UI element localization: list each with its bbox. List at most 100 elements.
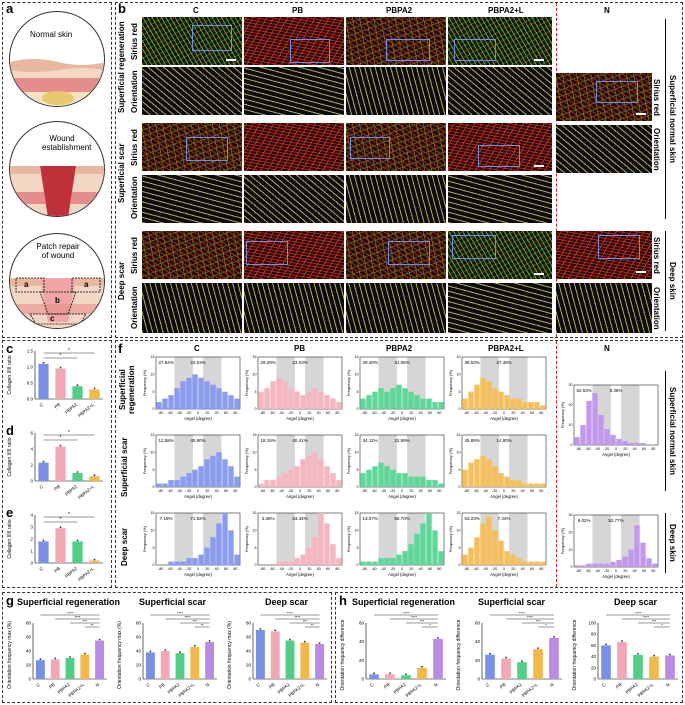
tick-label: 0 xyxy=(30,479,33,484)
category-label: PBPA2 xyxy=(64,566,78,579)
bar xyxy=(300,642,310,679)
point xyxy=(76,539,79,542)
bracket xyxy=(665,371,666,491)
bar-chart-e: Collagen I/III ratio 0 1 2 3 4 C PB PBPA2PBPA2+L… xyxy=(7,512,103,582)
histogram: Frequency (%) 0 5 10 15 -80 -60 -40 -20 0 20 40 60 80… xyxy=(346,355,445,421)
category-label: PB xyxy=(53,566,61,574)
tick-label: -40 xyxy=(279,489,284,493)
tick-label: -20 xyxy=(604,569,609,573)
tick-label: 10 xyxy=(355,373,359,377)
tick-label: 0 xyxy=(503,489,505,493)
col-header-n: N xyxy=(604,6,610,15)
bar xyxy=(474,459,480,487)
tick-label: 0 xyxy=(571,443,573,447)
tick-label: 80 xyxy=(437,489,441,493)
point xyxy=(42,460,45,463)
tick-label: 0 xyxy=(197,567,199,571)
bar xyxy=(598,563,604,567)
tick-label: 5 xyxy=(255,546,257,550)
bar xyxy=(372,561,378,565)
significance: **** xyxy=(294,616,300,620)
panel-h: h Superficial regeneration Superficial s… xyxy=(335,592,683,703)
significance: **** xyxy=(643,616,649,620)
tick-label: 0 xyxy=(401,489,403,493)
bar xyxy=(604,429,610,445)
bar xyxy=(160,651,170,679)
y-axis-label: Orientation frequency max (%) xyxy=(117,621,123,689)
panel-b: b C PB PBPA2 PBPA2+L N Superficial regen… xyxy=(115,1,683,338)
g-title-2: Superficial scar xyxy=(139,597,207,607)
bar xyxy=(168,480,174,487)
row-type-sirius-red: Sirius red xyxy=(130,237,139,275)
tick-label: 80 xyxy=(233,411,237,415)
percent-mid: 14.80% xyxy=(496,438,511,443)
tick-label: 0 xyxy=(255,407,257,411)
wound-label: Wound establishment xyxy=(42,134,92,152)
x-axis-label: Angel (degree) xyxy=(286,572,314,577)
n-label-sirius-red: Sirius red xyxy=(652,78,661,116)
bar xyxy=(402,551,408,565)
y-axis-label: Frequency (%) xyxy=(448,525,453,552)
bar xyxy=(432,530,438,565)
point xyxy=(54,657,57,660)
tick-label: 1.0 xyxy=(27,365,34,370)
point xyxy=(303,640,306,643)
bar xyxy=(180,476,186,487)
tick-label: -60 xyxy=(473,567,478,571)
tick-label: -20 xyxy=(492,567,497,571)
tick-label: 60 xyxy=(326,489,330,493)
bar xyxy=(180,561,186,565)
bar xyxy=(426,398,432,409)
bar xyxy=(622,441,628,445)
point xyxy=(69,656,71,658)
y-axis-label: Orientation frequency difference xyxy=(456,619,462,690)
tick-label: 60 xyxy=(26,635,32,640)
col-header-pbpa2: PBPA2 xyxy=(386,6,413,15)
row-type-sirius-red: Sirius red xyxy=(130,23,139,61)
y-axis-label: Frequency (%) xyxy=(244,369,249,396)
category-label: PB xyxy=(53,484,61,492)
bar xyxy=(175,653,185,679)
tick-label: 40 xyxy=(317,489,321,493)
shaded-band xyxy=(509,357,528,409)
bar xyxy=(665,655,675,679)
tick-label: -60 xyxy=(371,489,376,493)
percent-mid: 52.77% xyxy=(608,518,623,523)
bar xyxy=(318,513,324,565)
tick-label: 10 xyxy=(151,529,155,533)
bar xyxy=(510,554,516,565)
category-label: PB xyxy=(48,682,56,690)
bar xyxy=(318,391,324,409)
bar xyxy=(462,469,468,487)
row-group-superficial-scar: Superficial scar xyxy=(117,143,126,203)
bar xyxy=(372,391,378,409)
tick-label: -60 xyxy=(269,567,274,571)
histogram: Frequency (%) 0 5 10 15 -80 -60 -40 -20 0 20 40 60 80… xyxy=(448,511,547,577)
bar xyxy=(468,462,474,487)
tick-label: -80 xyxy=(260,489,265,493)
bar xyxy=(234,476,240,487)
tick-label: -80 xyxy=(464,411,469,415)
point xyxy=(289,638,291,641)
bar xyxy=(498,473,504,487)
bar xyxy=(474,384,480,409)
bar xyxy=(198,466,204,487)
bar xyxy=(480,377,486,409)
bar xyxy=(516,558,522,565)
tick-label: -20 xyxy=(492,489,497,493)
point xyxy=(373,672,375,675)
h-chart: Orientation frequency difference 0 20 40 60 C… xyxy=(340,612,446,698)
tick-label: 60 xyxy=(326,411,330,415)
x-axis-label: Angel (degree) xyxy=(286,416,314,421)
bar xyxy=(640,443,646,445)
f-row-superficial-scar: Superficial scar xyxy=(120,437,129,497)
significance: *** xyxy=(193,620,198,624)
category-label: N xyxy=(95,682,101,688)
category-label: PBPA2+L xyxy=(77,484,95,501)
percent-left: 62.53% xyxy=(576,388,591,393)
shaded-band xyxy=(592,515,611,567)
bar xyxy=(540,561,546,565)
tick-label: 60 xyxy=(428,411,432,415)
tick-label: 0 xyxy=(357,407,359,411)
